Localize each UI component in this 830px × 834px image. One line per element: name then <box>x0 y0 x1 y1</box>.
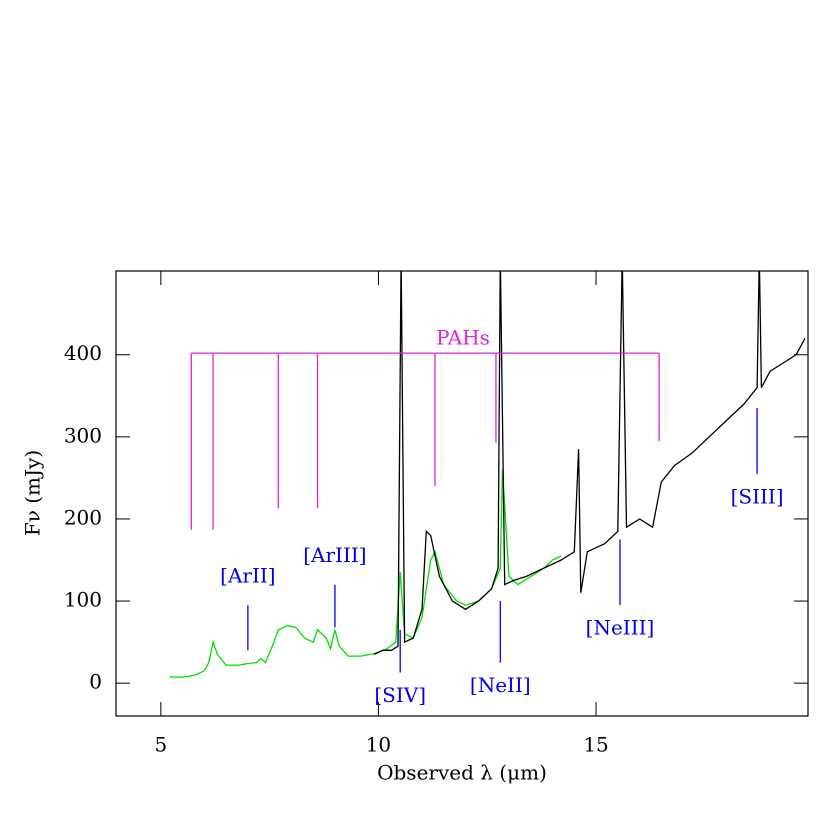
y-tick-label: 0 <box>89 670 102 694</box>
line-label: [SIV] <box>374 683 426 707</box>
x-axis-label: Observed λ (μm) <box>377 761 547 785</box>
y-tick-label: 300 <box>64 423 102 447</box>
pah-label: PAHs <box>436 326 490 350</box>
y-tick-label: 400 <box>64 341 102 365</box>
y-axis-label: Fν (mJy) <box>21 450 45 536</box>
y-tick-label: 100 <box>64 588 102 612</box>
x-tick-label: 5 <box>154 733 167 757</box>
line-label: [ArII] <box>220 564 275 588</box>
spectrum-line <box>373 271 806 655</box>
line-label: [ArIII] <box>303 543 366 567</box>
line-label: [NeIII] <box>586 616 655 640</box>
y-tick-label: 200 <box>64 505 102 529</box>
plot-area <box>169 271 806 679</box>
x-tick-label: 15 <box>583 733 608 757</box>
line-label: [SIII] <box>731 484 784 508</box>
x-tick-label: 10 <box>366 733 391 757</box>
plot-frame <box>115 270 809 717</box>
line-label: [NeII] <box>470 673 531 697</box>
